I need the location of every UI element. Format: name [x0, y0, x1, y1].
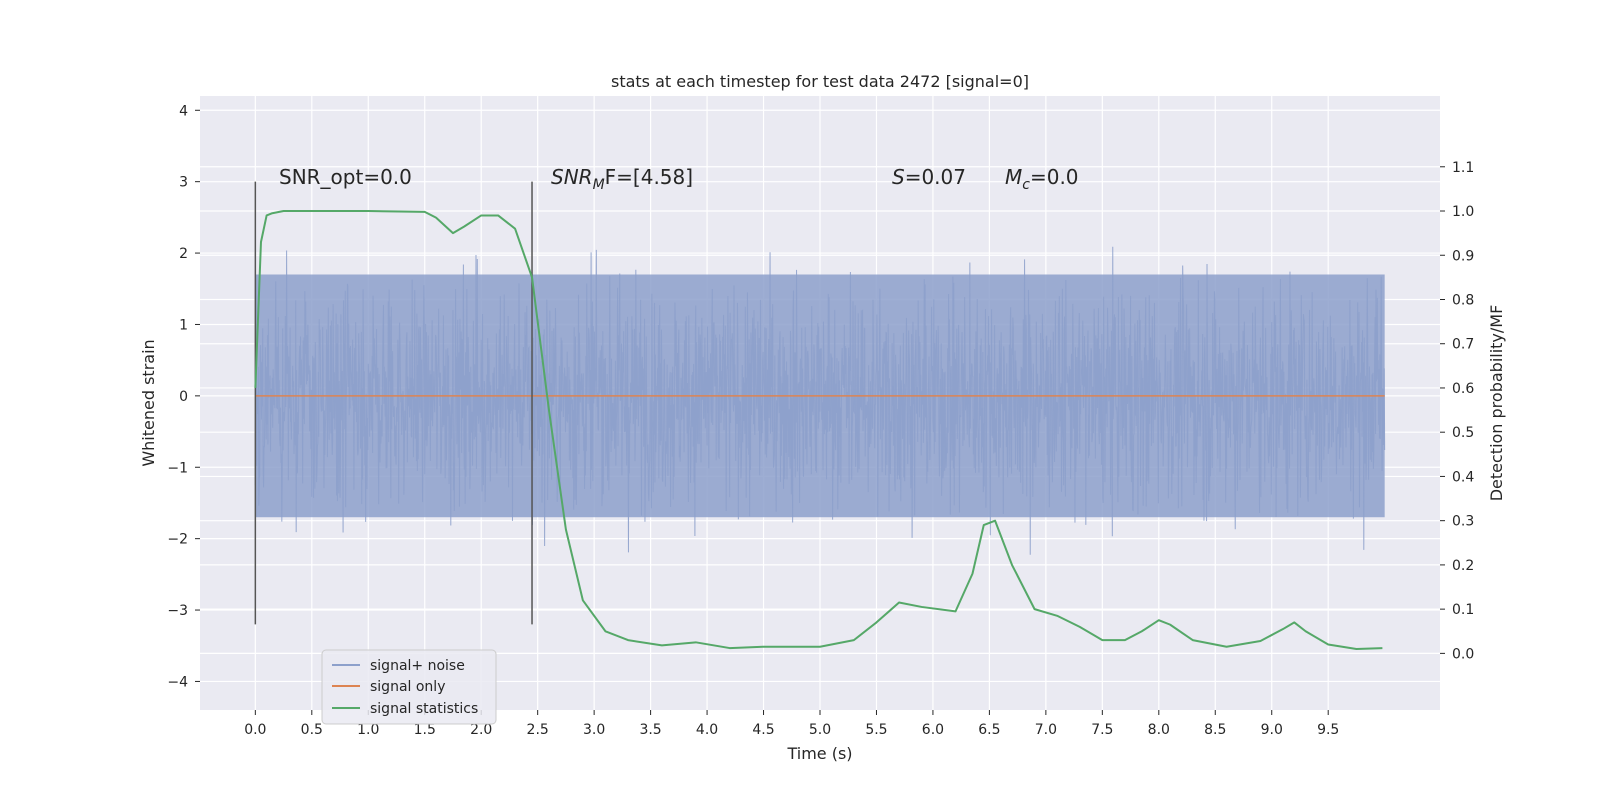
- x-tick-label: 1.0: [357, 722, 379, 738]
- x-tick-label: 6.5: [978, 722, 1000, 738]
- signal-noise-line: [254, 246, 1386, 555]
- y2-tick-label: 0.5: [1452, 425, 1474, 441]
- x-tick-label: 0.5: [301, 722, 323, 738]
- x-tick-label: 8.0: [1148, 722, 1170, 738]
- signal-statistics-series: [254, 210, 1383, 650]
- annotation-s: S=0.07: [892, 165, 966, 189]
- y2-tick-label: 0.1: [1452, 602, 1474, 618]
- y-tick-label: −3: [167, 603, 188, 619]
- x-tick-label: 8.5: [1204, 722, 1226, 738]
- x-axis-title: Time (s): [786, 744, 852, 763]
- x-tick-label: 3.0: [583, 722, 605, 738]
- y-tick-label: −4: [167, 674, 188, 690]
- window-marker-lines: [254, 181, 533, 625]
- y-tick-label: −2: [167, 532, 188, 548]
- y2-tick-label: 1.1: [1452, 160, 1474, 176]
- x-tick-label: 7.5: [1091, 722, 1113, 738]
- x-tick-label: 5.5: [865, 722, 887, 738]
- y2-tick-label: 0.9: [1452, 248, 1474, 264]
- x-tick-label: 2.0: [470, 722, 492, 738]
- x-tick-label: 7.0: [1035, 722, 1057, 738]
- signal-noise-series: [254, 246, 1386, 555]
- annotation-snr-opt: SNR_opt=0.0: [279, 165, 412, 189]
- legend-label-signal-noise: signal+ noise: [370, 658, 465, 674]
- x-tick-label: 3.5: [639, 722, 661, 738]
- y2-tick-label: 0.0: [1452, 646, 1474, 662]
- y-axis-ticks: −4 −3 −2 −1 0 1 2 3 4: [167, 103, 200, 690]
- y2-tick-label: 0.6: [1452, 381, 1474, 397]
- y2-axis-title: Detection probability/MF: [1487, 305, 1506, 502]
- signal-statistics-line: [254, 210, 1383, 650]
- x-tick-label: 0.0: [244, 722, 266, 738]
- legend-box: [321, 649, 497, 725]
- x-tick-label: 4.0: [696, 722, 718, 738]
- x-tick-label: 9.5: [1317, 722, 1339, 738]
- y-tick-label: −1: [167, 460, 188, 476]
- y2-tick-label: 1.0: [1452, 204, 1474, 220]
- x-tick-label: 4.5: [752, 722, 774, 738]
- y2-tick-label: 0.8: [1452, 292, 1474, 308]
- x-tick-label: 1.5: [414, 722, 436, 738]
- annotation-mc: Mc=0.0: [1005, 165, 1079, 193]
- y-tick-label: 0: [179, 389, 188, 405]
- y2-tick-label: 0.2: [1452, 558, 1474, 574]
- x-tick-label: 6.0: [922, 722, 944, 738]
- x-axis-ticks: 0.0 0.5 1.0 1.5 2.0 2.5 3.0 3.5 4.0 4.5 5.0 5.5 6.0 6…: [244, 710, 1339, 738]
- legend-label-signal-statistics: signal statistics: [370, 701, 478, 717]
- chart-title: stats at each timestep for test data 247…: [611, 72, 1029, 91]
- y2-tick-label: 0.7: [1452, 337, 1474, 353]
- y2-tick-label: 0.4: [1452, 469, 1474, 485]
- y2-axis-ticks: 0.0 0.1 0.2 0.3 0.4 0.5 0.6 0.7 0.8 0.9 1.0 1.1: [1440, 160, 1474, 662]
- annotation-snr-mf: SNRMF=[4.58]: [551, 165, 693, 193]
- x-tick-label: 9.0: [1261, 722, 1283, 738]
- y-axis-title: Whitened strain: [139, 339, 158, 466]
- x-tick-label: 5.0: [809, 722, 831, 738]
- y2-tick-label: 0.3: [1452, 514, 1474, 530]
- y-tick-label: 1: [179, 317, 188, 333]
- y-tick-label: 3: [179, 175, 188, 191]
- x-tick-label: 2.5: [527, 722, 549, 738]
- y-tick-label: 4: [179, 103, 188, 119]
- legend-label-signal-only: signal only: [370, 679, 445, 695]
- legend: signal+ noise signal only signal statist…: [321, 649, 497, 725]
- y-tick-label: 2: [179, 246, 188, 262]
